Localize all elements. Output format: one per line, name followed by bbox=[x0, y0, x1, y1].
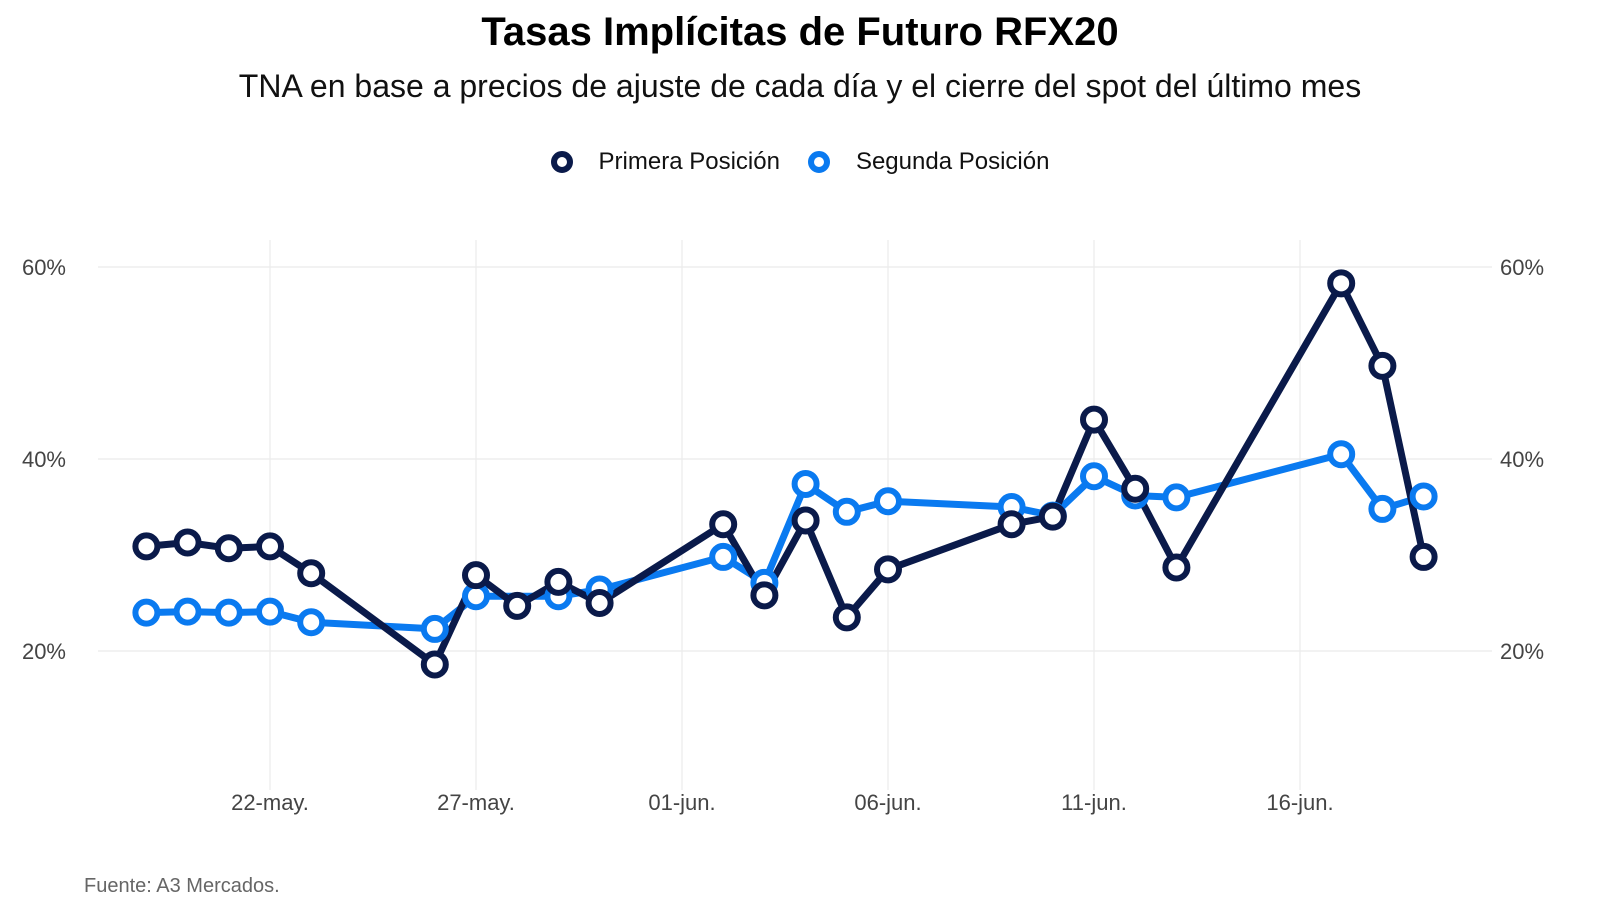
data-point-segunda bbox=[791, 469, 820, 498]
legend-label-primera: Primera Posición bbox=[598, 148, 780, 175]
data-point-segunda bbox=[214, 598, 243, 627]
data-point-primera bbox=[214, 534, 243, 563]
y-tick-label-left: 20% bbox=[22, 639, 66, 664]
data-point-segunda bbox=[132, 598, 161, 627]
x-tick-label: 06-jun. bbox=[854, 790, 921, 815]
legend-item-primera: Primera Posición bbox=[550, 148, 780, 176]
x-tick-label: 01-jun. bbox=[648, 790, 715, 815]
chart-subtitle: TNA en base a precios de ajuste de cada … bbox=[238, 68, 1362, 104]
data-point-primera bbox=[256, 532, 284, 561]
data-point-primera bbox=[791, 506, 820, 535]
legend: Primera Posición Segunda Posición bbox=[0, 148, 1600, 176]
data-point-segunda bbox=[709, 542, 738, 571]
x-tick-label: 11-jun. bbox=[1061, 790, 1127, 815]
data-point-primera bbox=[1162, 553, 1191, 582]
legend-marker-primera bbox=[550, 151, 573, 173]
data-point-primera bbox=[997, 510, 1026, 539]
data-point-segunda bbox=[1080, 462, 1108, 491]
data-point-primera bbox=[874, 555, 902, 584]
y-tick-label-left: 40% bbox=[22, 447, 66, 472]
legend-marker-segunda bbox=[807, 151, 830, 173]
data-point-primera bbox=[503, 591, 532, 620]
data-point-primera bbox=[462, 561, 490, 590]
data-point-primera bbox=[297, 559, 326, 588]
data-point-segunda bbox=[1327, 440, 1356, 469]
data-point-segunda bbox=[297, 608, 326, 637]
y-tick-label-left: 60% bbox=[22, 255, 66, 280]
data-point-primera bbox=[832, 603, 861, 632]
data-point-primera bbox=[1038, 502, 1067, 531]
data-point-primera bbox=[585, 589, 614, 617]
data-point-segunda bbox=[1368, 494, 1397, 523]
y-tick-label-right: 40% bbox=[1500, 447, 1544, 472]
data-point-primera bbox=[1327, 269, 1356, 298]
data-point-primera bbox=[709, 510, 738, 539]
data-point-segunda bbox=[420, 614, 449, 643]
data-point-primera bbox=[544, 567, 573, 596]
data-point-primera bbox=[132, 532, 161, 561]
data-point-primera bbox=[1080, 405, 1108, 434]
x-tick-label: 22-may. bbox=[231, 790, 309, 815]
x-tick-label: 16-jun. bbox=[1266, 790, 1333, 815]
chart-title: Tasas Implícitas de Futuro RFX20 bbox=[481, 10, 1119, 54]
series-line-primera bbox=[142, 279, 1428, 668]
data-point-primera bbox=[420, 650, 449, 679]
data-point-primera bbox=[1121, 474, 1150, 503]
legend-label-segunda: Segunda Posición bbox=[855, 148, 1050, 175]
data-point-segunda bbox=[832, 497, 861, 526]
y-tick-label-right: 60% bbox=[1500, 255, 1544, 280]
data-point-segunda bbox=[874, 487, 902, 516]
data-point-segunda bbox=[256, 597, 284, 626]
x-tick-label: 27-may. bbox=[437, 790, 515, 815]
data-point-primera bbox=[1409, 542, 1438, 571]
data-point-primera bbox=[750, 581, 779, 610]
legend-item-segunda: Segunda Posición bbox=[807, 148, 1050, 176]
data-point-segunda bbox=[1162, 483, 1191, 512]
data-point-primera bbox=[1368, 351, 1397, 380]
y-tick-label-right: 20% bbox=[1500, 639, 1544, 664]
data-point-primera bbox=[173, 528, 202, 557]
source-note: Fuente: A3 Mercados. bbox=[84, 875, 280, 897]
series-line-segunda bbox=[142, 450, 1428, 633]
data-point-segunda bbox=[173, 597, 202, 626]
data-point-segunda bbox=[1409, 482, 1438, 511]
